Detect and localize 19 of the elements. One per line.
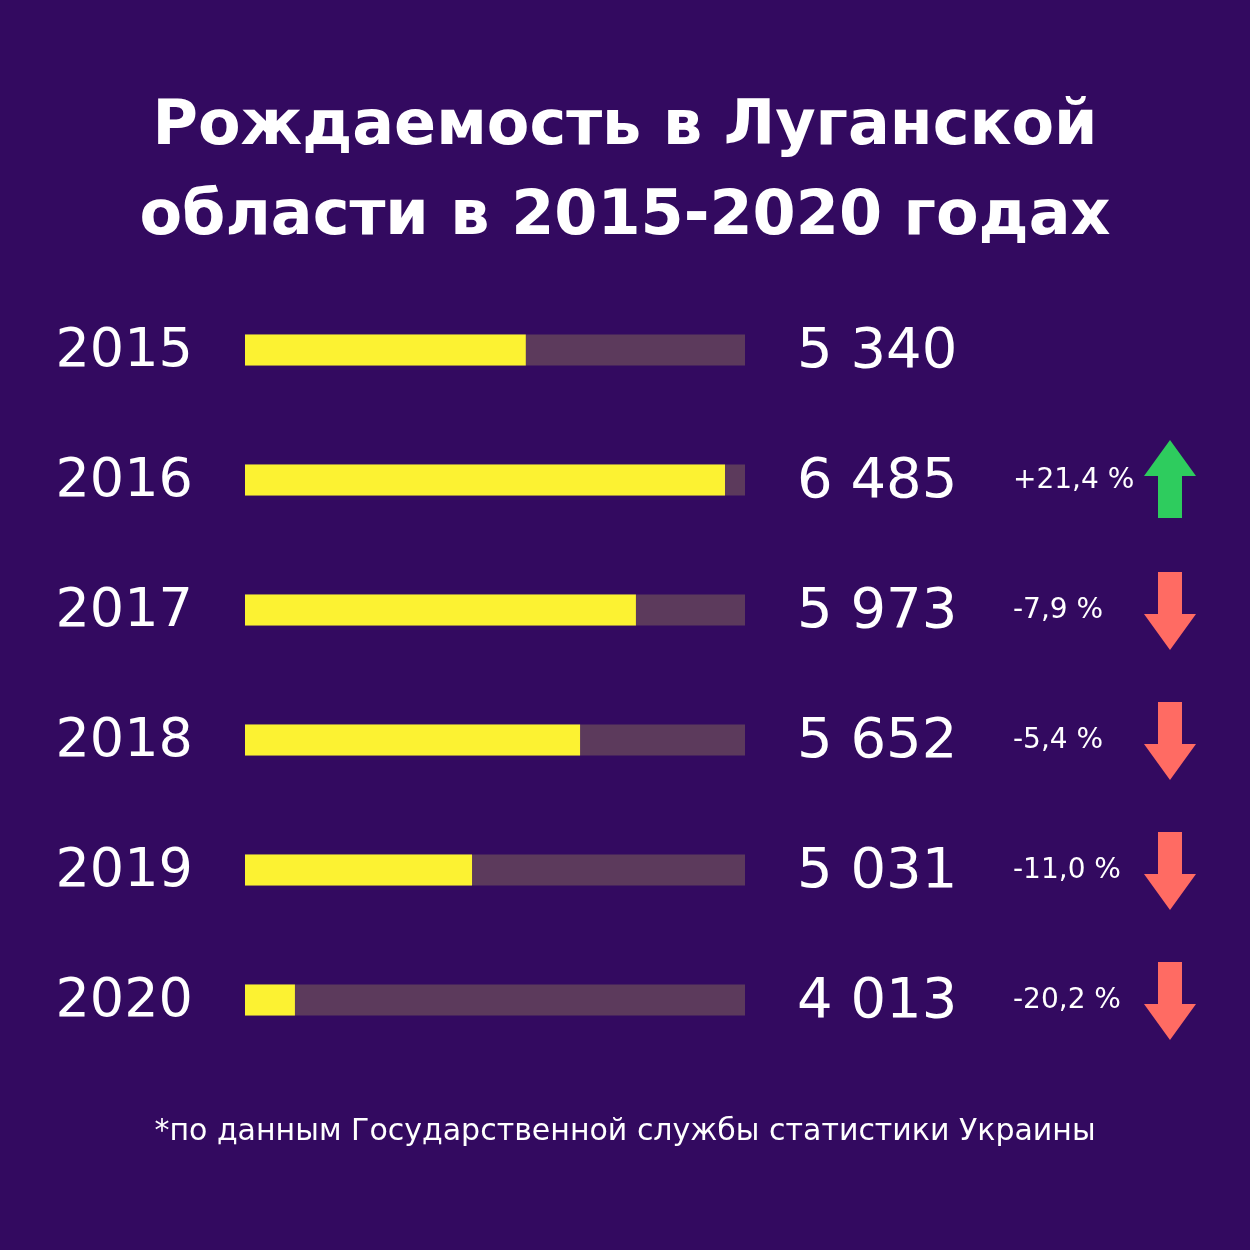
text: -20,2 % [1013, 982, 1121, 1015]
y-tick-label: 2020 [55, 966, 193, 1029]
text: -5,4 % [1013, 722, 1104, 755]
y-tick-label: 2016 [55, 446, 193, 509]
data-label: 6 485 [797, 445, 958, 510]
data-label: 5 031 [797, 835, 958, 900]
y-tick-label: 2018 [55, 706, 193, 769]
data-label: 5 652 [797, 705, 958, 770]
data-label: 5 973 [797, 575, 958, 640]
y-tick-label: 2015 [55, 316, 193, 379]
text: -11,0 % [1013, 852, 1121, 885]
y-tick-label: 2017 [55, 576, 193, 639]
text: +21,4 % [1013, 462, 1135, 495]
y-tick-label: 2019 [55, 836, 193, 899]
chart-title: Рождаемость в Луганской области в 2015-2020 годах [138, 85, 1112, 251]
data-label: 4 013 [797, 965, 958, 1030]
text: *по данным Государственной службы статистики Украины [153, 1112, 1097, 1147]
data-label: 5 340 [797, 315, 958, 380]
text: -7,9 % [1013, 592, 1104, 625]
